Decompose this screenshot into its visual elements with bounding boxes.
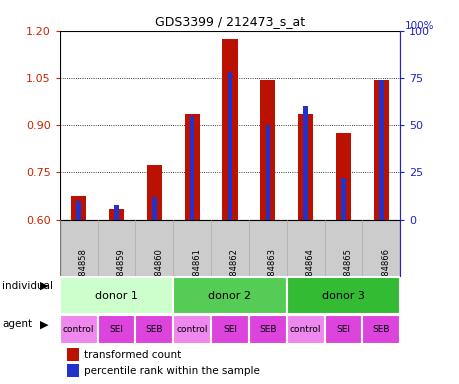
Text: GSM284861: GSM284861 xyxy=(192,248,201,299)
Bar xyxy=(173,315,211,344)
Text: GSM284864: GSM284864 xyxy=(305,248,314,299)
Text: individual: individual xyxy=(2,281,53,291)
Bar xyxy=(109,209,124,220)
Text: GSM284858: GSM284858 xyxy=(78,248,88,299)
Title: GDS3399 / 212473_s_at: GDS3399 / 212473_s_at xyxy=(155,15,304,28)
Bar xyxy=(265,125,269,220)
Bar xyxy=(184,114,199,220)
Text: GSM284863: GSM284863 xyxy=(267,248,276,299)
Bar xyxy=(67,348,78,361)
Text: GSM284866: GSM284866 xyxy=(381,248,389,299)
Bar xyxy=(335,133,350,220)
Bar xyxy=(286,315,324,344)
Bar xyxy=(324,315,362,344)
Text: GSM284859: GSM284859 xyxy=(116,248,125,299)
Bar xyxy=(114,205,118,220)
Text: donor 2: donor 2 xyxy=(208,291,251,301)
Text: SEI: SEI xyxy=(336,325,350,334)
Bar xyxy=(60,315,97,344)
Bar xyxy=(173,277,286,314)
Bar xyxy=(97,315,135,344)
Text: SEI: SEI xyxy=(223,325,236,334)
Bar xyxy=(60,277,173,314)
Text: agent: agent xyxy=(2,319,32,329)
Text: GSM284862: GSM284862 xyxy=(230,248,239,299)
Text: SEB: SEB xyxy=(146,325,163,334)
Bar xyxy=(135,315,173,344)
Text: control: control xyxy=(289,325,321,334)
Text: transformed count: transformed count xyxy=(84,349,180,359)
Bar xyxy=(286,277,399,314)
Text: percentile rank within the sample: percentile rank within the sample xyxy=(84,366,259,376)
Text: donor 3: donor 3 xyxy=(321,291,364,301)
Bar xyxy=(190,116,194,220)
Bar xyxy=(60,220,399,276)
Text: GSM284860: GSM284860 xyxy=(154,248,163,299)
Text: SEB: SEB xyxy=(372,325,389,334)
Bar xyxy=(260,79,275,220)
Text: SEI: SEI xyxy=(109,325,123,334)
Bar xyxy=(67,364,78,377)
Text: 100%: 100% xyxy=(403,21,433,31)
Bar xyxy=(303,106,307,220)
Bar xyxy=(341,178,345,220)
Bar xyxy=(71,196,86,220)
Bar xyxy=(76,201,81,220)
Text: control: control xyxy=(176,325,207,334)
Bar xyxy=(211,315,248,344)
Bar xyxy=(373,79,388,220)
Text: control: control xyxy=(63,325,94,334)
Bar xyxy=(227,72,232,220)
Bar xyxy=(378,80,383,220)
Text: GSM284865: GSM284865 xyxy=(343,248,352,299)
Text: donor 1: donor 1 xyxy=(95,291,138,301)
Bar xyxy=(222,39,237,220)
Bar xyxy=(362,315,399,344)
Text: ▶: ▶ xyxy=(40,319,48,329)
Bar xyxy=(297,114,313,220)
Text: ▶: ▶ xyxy=(40,281,48,291)
Bar xyxy=(152,197,156,220)
Text: SEB: SEB xyxy=(258,325,276,334)
Bar xyxy=(146,165,162,220)
Bar xyxy=(248,315,286,344)
